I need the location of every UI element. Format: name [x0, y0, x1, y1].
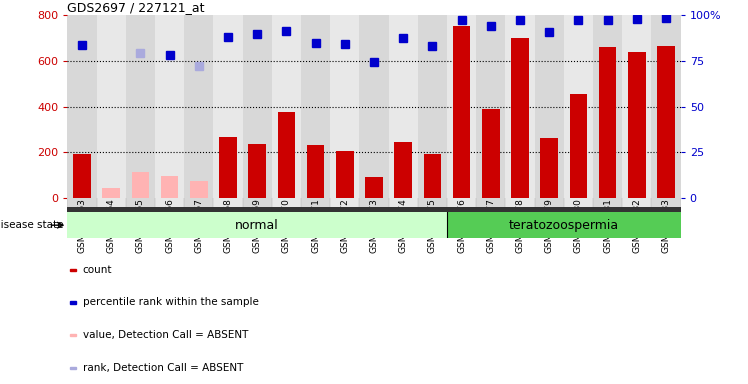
Bar: [73, 154, 91, 198]
Bar: [599, 47, 616, 198]
Bar: [359, 198, 389, 207]
Text: GSM158471: GSM158471: [311, 198, 320, 253]
Bar: [564, 198, 593, 207]
Bar: [213, 15, 242, 198]
Bar: [652, 15, 681, 198]
Text: GSM158469: GSM158469: [253, 198, 262, 253]
Bar: [541, 139, 558, 198]
Bar: [70, 366, 76, 369]
Bar: [512, 38, 529, 198]
Bar: [248, 144, 266, 198]
Bar: [184, 198, 213, 207]
Bar: [506, 198, 535, 207]
Bar: [418, 15, 447, 198]
Text: percentile rank within the sample: percentile rank within the sample: [82, 297, 259, 308]
Bar: [67, 198, 96, 207]
Bar: [301, 198, 330, 207]
Bar: [535, 198, 564, 207]
Text: value, Detection Call = ABSENT: value, Detection Call = ABSENT: [82, 330, 248, 340]
Bar: [336, 151, 354, 198]
Bar: [67, 207, 681, 212]
Text: GSM158483: GSM158483: [661, 198, 670, 253]
Bar: [535, 15, 564, 198]
Text: GSM158466: GSM158466: [165, 198, 174, 253]
Bar: [301, 15, 330, 198]
Bar: [272, 198, 301, 207]
Bar: [394, 142, 412, 198]
Bar: [622, 198, 652, 207]
Bar: [161, 176, 178, 198]
Text: GSM158473: GSM158473: [370, 198, 378, 253]
Bar: [652, 198, 681, 207]
Text: GSM158479: GSM158479: [545, 198, 554, 253]
Bar: [506, 15, 535, 198]
Bar: [155, 198, 184, 207]
Bar: [307, 145, 325, 198]
Text: GSM158476: GSM158476: [457, 198, 466, 253]
Bar: [359, 15, 389, 198]
Text: GDS2697 / 227121_at: GDS2697 / 227121_at: [67, 1, 205, 14]
Bar: [389, 15, 418, 198]
Bar: [219, 137, 236, 198]
Text: GSM158474: GSM158474: [399, 198, 408, 253]
Bar: [418, 198, 447, 207]
Bar: [330, 15, 359, 198]
Text: rank, Detection Call = ABSENT: rank, Detection Call = ABSENT: [82, 362, 243, 373]
Text: GSM158470: GSM158470: [282, 198, 291, 253]
Bar: [453, 26, 470, 198]
Bar: [213, 198, 242, 207]
Bar: [389, 198, 418, 207]
Bar: [278, 112, 295, 198]
Bar: [365, 177, 383, 198]
Bar: [593, 15, 622, 198]
Text: count: count: [82, 265, 112, 275]
Text: GSM158478: GSM158478: [515, 198, 524, 253]
Bar: [447, 198, 476, 207]
Bar: [242, 15, 272, 198]
Bar: [70, 268, 76, 271]
Bar: [242, 198, 272, 207]
Text: GSM158467: GSM158467: [194, 198, 203, 253]
Text: GSM158477: GSM158477: [486, 198, 495, 253]
Bar: [67, 15, 96, 198]
Text: GSM158480: GSM158480: [574, 198, 583, 253]
Bar: [476, 15, 506, 198]
Bar: [593, 198, 622, 207]
Bar: [70, 301, 76, 304]
Text: teratozoospermia: teratozoospermia: [509, 218, 619, 232]
Text: normal: normal: [236, 218, 279, 232]
Bar: [132, 172, 149, 198]
Bar: [447, 212, 681, 238]
Bar: [570, 94, 587, 198]
Text: GSM158475: GSM158475: [428, 198, 437, 253]
Bar: [272, 15, 301, 198]
Bar: [96, 15, 126, 198]
Text: GSM158463: GSM158463: [78, 198, 87, 253]
Text: GSM158468: GSM158468: [224, 198, 233, 253]
Bar: [423, 154, 441, 198]
Bar: [96, 198, 126, 207]
Bar: [126, 15, 155, 198]
Bar: [67, 212, 447, 238]
Bar: [184, 15, 213, 198]
Text: GSM158482: GSM158482: [632, 198, 641, 253]
Text: GSM158481: GSM158481: [603, 198, 612, 253]
Bar: [628, 52, 646, 198]
Text: GSM158472: GSM158472: [340, 198, 349, 253]
Bar: [70, 334, 76, 336]
Bar: [447, 15, 476, 198]
Text: GSM158465: GSM158465: [136, 198, 145, 253]
Bar: [564, 15, 593, 198]
Bar: [482, 109, 500, 198]
Bar: [190, 180, 207, 198]
Text: GSM158464: GSM158464: [107, 198, 116, 253]
Bar: [476, 198, 506, 207]
Bar: [155, 15, 184, 198]
Bar: [102, 187, 120, 198]
Bar: [126, 198, 155, 207]
Text: disease state: disease state: [0, 220, 64, 230]
Bar: [622, 15, 652, 198]
Bar: [330, 198, 359, 207]
Bar: [657, 46, 675, 198]
